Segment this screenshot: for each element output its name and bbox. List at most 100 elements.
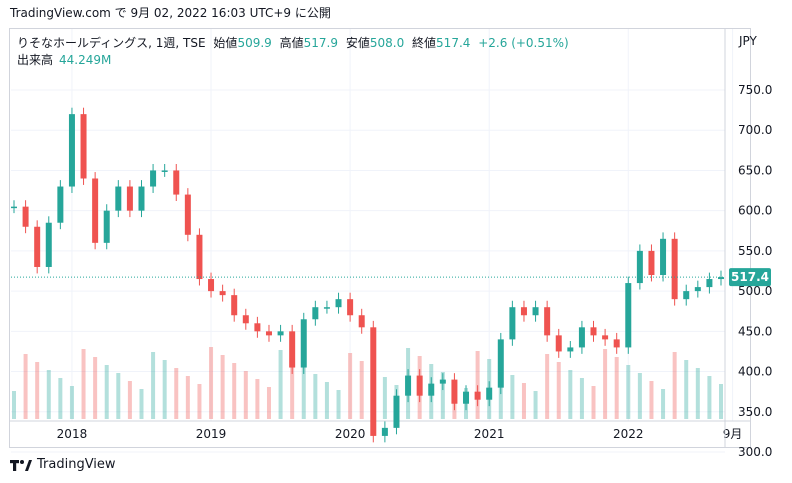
volume-bar xyxy=(579,378,584,419)
volume-bar xyxy=(301,366,306,419)
volume-bar xyxy=(104,365,109,419)
volume-bar xyxy=(58,378,63,419)
candle-body xyxy=(683,291,690,300)
volume-bar xyxy=(12,391,16,419)
volume-bar xyxy=(266,387,271,419)
candle-body xyxy=(660,238,667,276)
candle-body xyxy=(613,339,620,348)
volume-bar xyxy=(139,389,144,419)
candle-body xyxy=(335,299,342,308)
y-tick-label: 700.0 xyxy=(738,123,772,137)
currency-label: JPY xyxy=(739,34,757,48)
x-tick-label: 2020 xyxy=(335,427,366,441)
y-tick-label: 650.0 xyxy=(738,163,772,177)
volume-bar xyxy=(290,358,295,419)
candle-body xyxy=(196,234,203,280)
candle-body xyxy=(231,295,238,316)
volume-bar xyxy=(278,350,283,419)
candle-body xyxy=(277,331,284,336)
candle-body xyxy=(150,170,157,187)
candle-body xyxy=(428,383,435,396)
volume-bar xyxy=(487,359,492,419)
open-value: 509.9 xyxy=(237,36,272,50)
candle-body xyxy=(208,279,215,292)
y-tick-label: 400.0 xyxy=(738,365,772,379)
candle-body xyxy=(486,387,493,400)
x-tick-label: 2022 xyxy=(613,427,644,441)
candle-body xyxy=(439,379,446,384)
candle-body xyxy=(520,307,527,316)
x-tick-label: 2019 xyxy=(196,427,227,441)
volume-bar xyxy=(232,363,237,419)
volume-bar xyxy=(174,368,179,419)
volume-bar xyxy=(197,384,202,419)
candle-body xyxy=(323,307,330,309)
x-tick-label: 2018 xyxy=(57,427,88,441)
y-tick-label: 500.0 xyxy=(738,284,772,298)
brand-footer[interactable]: TradingView xyxy=(10,457,116,472)
candle-body xyxy=(184,194,191,235)
candle-body xyxy=(254,323,261,332)
volume-bar xyxy=(348,353,353,419)
last-price-badge xyxy=(729,268,771,287)
candle-body xyxy=(45,222,52,267)
y-tick-label: 350.0 xyxy=(738,405,772,419)
snapshot-caption: TradingView.com で 9月 02, 2022 16:03 UTC+… xyxy=(10,6,331,20)
candle-body xyxy=(671,238,678,300)
candle-body xyxy=(590,327,597,336)
volume-bar xyxy=(93,357,98,419)
volume-bar xyxy=(556,362,561,419)
y-tick-label: 450.0 xyxy=(738,324,772,338)
volume-bar xyxy=(568,370,573,419)
volume-bar xyxy=(452,380,457,419)
candle-body xyxy=(126,186,133,211)
volume-bar xyxy=(382,377,387,419)
candle-body xyxy=(451,379,458,404)
volume-bar xyxy=(626,365,631,419)
candle-body xyxy=(358,315,365,328)
volume-bar xyxy=(661,389,666,419)
candle-body xyxy=(92,178,99,243)
volume-bar xyxy=(649,381,654,419)
volume-bar xyxy=(162,360,167,419)
volume-bar xyxy=(116,373,121,419)
volume-bar xyxy=(220,355,225,419)
volume-bar xyxy=(336,390,341,419)
candle-body xyxy=(57,186,64,223)
volume-bar xyxy=(464,388,469,419)
volume-bar xyxy=(185,376,190,419)
candle-body xyxy=(312,307,319,320)
volume-bar xyxy=(209,347,214,419)
volume-bar xyxy=(417,356,422,419)
volume-bar xyxy=(243,371,248,419)
candle-body xyxy=(22,206,29,227)
tradingview-logo-icon xyxy=(10,459,32,471)
symbol-title: りそなホールディングス, 1週, TSE xyxy=(17,36,206,50)
close-label: 終値 xyxy=(412,36,437,50)
high-label: 高値 xyxy=(279,36,304,50)
candle-body xyxy=(300,319,307,368)
volume-bar xyxy=(603,349,608,419)
candle-body xyxy=(602,335,609,340)
candle-body xyxy=(706,279,713,288)
y-tick-label: 300.0 xyxy=(738,445,772,459)
volume-bar xyxy=(475,351,480,419)
close-value: 517.4 xyxy=(436,36,471,50)
candle-body xyxy=(393,395,400,428)
volume-bar xyxy=(545,354,550,419)
volume-bar xyxy=(510,375,515,419)
volume-bar xyxy=(684,360,689,419)
volume-bar xyxy=(69,386,74,419)
candle-body xyxy=(544,307,551,336)
volume-bar xyxy=(81,349,86,419)
candle-body xyxy=(242,315,249,324)
candle-body xyxy=(68,114,75,187)
candle-body xyxy=(532,307,539,316)
y-tick-label: 750.0 xyxy=(738,83,772,97)
candle-body xyxy=(718,277,724,280)
volume-bar xyxy=(521,383,526,419)
candle-body xyxy=(625,283,632,348)
candle-body xyxy=(497,339,504,388)
candle-body xyxy=(219,291,226,296)
